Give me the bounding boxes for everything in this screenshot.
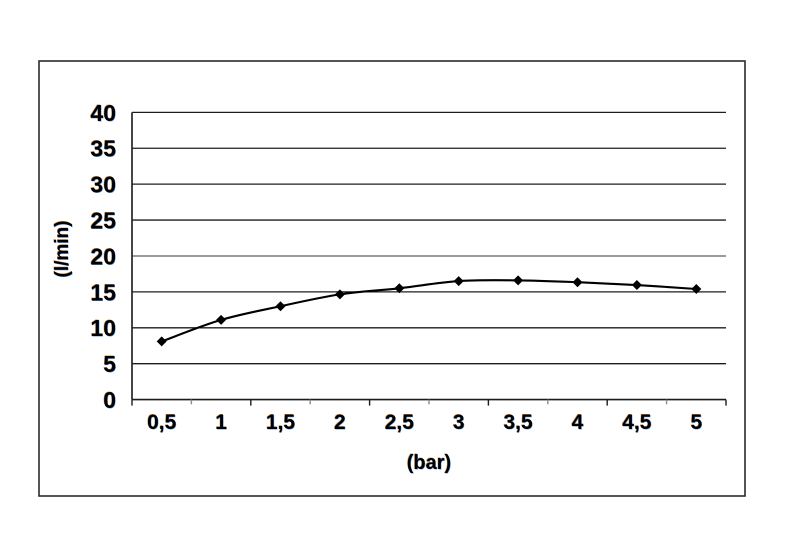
svg-text:4: 4 xyxy=(572,411,584,434)
svg-text:2: 2 xyxy=(334,411,346,434)
svg-text:25: 25 xyxy=(90,208,116,234)
svg-text:10: 10 xyxy=(90,315,116,341)
svg-text:(bar): (bar) xyxy=(407,452,451,474)
svg-text:35: 35 xyxy=(90,136,116,162)
svg-text:1: 1 xyxy=(215,411,227,434)
svg-text:30: 30 xyxy=(90,172,116,198)
svg-text:0,5: 0,5 xyxy=(147,411,177,434)
svg-text:3,5: 3,5 xyxy=(503,411,533,434)
svg-text:5: 5 xyxy=(690,411,702,434)
svg-text:(l/min): (l/min) xyxy=(52,221,73,278)
svg-text:1,5: 1,5 xyxy=(266,411,296,434)
svg-text:20: 20 xyxy=(90,243,116,269)
svg-text:4,5: 4,5 xyxy=(622,411,652,434)
svg-text:15: 15 xyxy=(90,279,116,305)
svg-text:3: 3 xyxy=(453,411,465,434)
svg-text:0: 0 xyxy=(103,387,116,413)
svg-text:5: 5 xyxy=(103,351,116,377)
svg-text:40: 40 xyxy=(90,100,116,126)
svg-text:2,5: 2,5 xyxy=(385,411,415,434)
